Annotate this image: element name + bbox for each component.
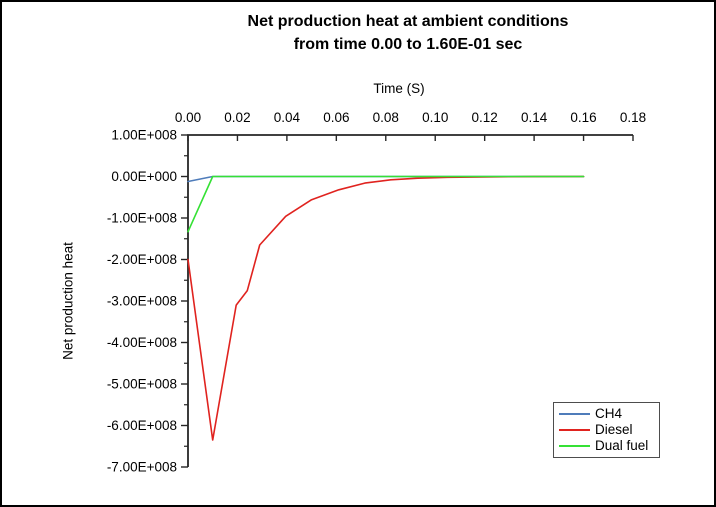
y-tick-label: 0.00E+000 — [111, 169, 177, 184]
y-tick-label: -1.00E+008 — [107, 211, 177, 226]
x-tick-label: 0.00 — [175, 110, 201, 125]
legend-box: CH4 Diesel Dual fuel — [553, 402, 660, 458]
y-tick-label: -4.00E+008 — [107, 335, 177, 350]
chart-title: Net production heat at ambient condition… — [248, 10, 569, 56]
x-tick-label: 0.04 — [274, 110, 301, 125]
y-tick-label: -2.00E+008 — [107, 252, 177, 267]
x-axis-label: Time (S) — [373, 81, 425, 96]
y-tick-label: -7.00E+008 — [107, 460, 177, 475]
legend-label-diesel: Diesel — [595, 422, 633, 437]
y-tick-label: -3.00E+008 — [107, 294, 177, 309]
series-line-diesel — [187, 175, 585, 441]
legend-label-dual-fuel: Dual fuel — [595, 438, 649, 453]
legend-line-swatch-diesel — [559, 429, 590, 431]
x-tick-label: 0.02 — [224, 110, 250, 125]
chart-title-line1: Net production heat at ambient condition… — [247, 13, 569, 30]
legend-entry-ch4: CH4 — [559, 406, 657, 422]
x-tick-label: 0.12 — [472, 110, 498, 125]
y-tick-label: 1.00E+008 — [111, 128, 177, 143]
x-tick-label: 0.16 — [570, 110, 596, 125]
legend-line-swatch-ch4 — [559, 413, 590, 415]
x-tick-label: 0.14 — [521, 110, 548, 125]
legend-label-ch4: CH4 — [595, 406, 623, 421]
y-tick-label: -6.00E+008 — [107, 418, 177, 433]
x-tick-label: 0.10 — [422, 110, 448, 125]
legend-entry-diesel: Diesel — [559, 422, 657, 438]
y-tick-label: -5.00E+008 — [107, 377, 177, 392]
chart-title-line2: from time 0.00 to 1.60E-01 sec — [293, 36, 523, 53]
x-tick-label: 0.08 — [373, 110, 399, 125]
legend-entry-dual-fuel: Dual fuel — [559, 438, 657, 454]
legend-line-swatch-dual-fuel — [559, 445, 590, 447]
x-tick-label: 0.18 — [620, 110, 646, 125]
x-tick-label: 0.06 — [323, 110, 349, 125]
series-line-dual-fuel — [187, 175, 585, 233]
